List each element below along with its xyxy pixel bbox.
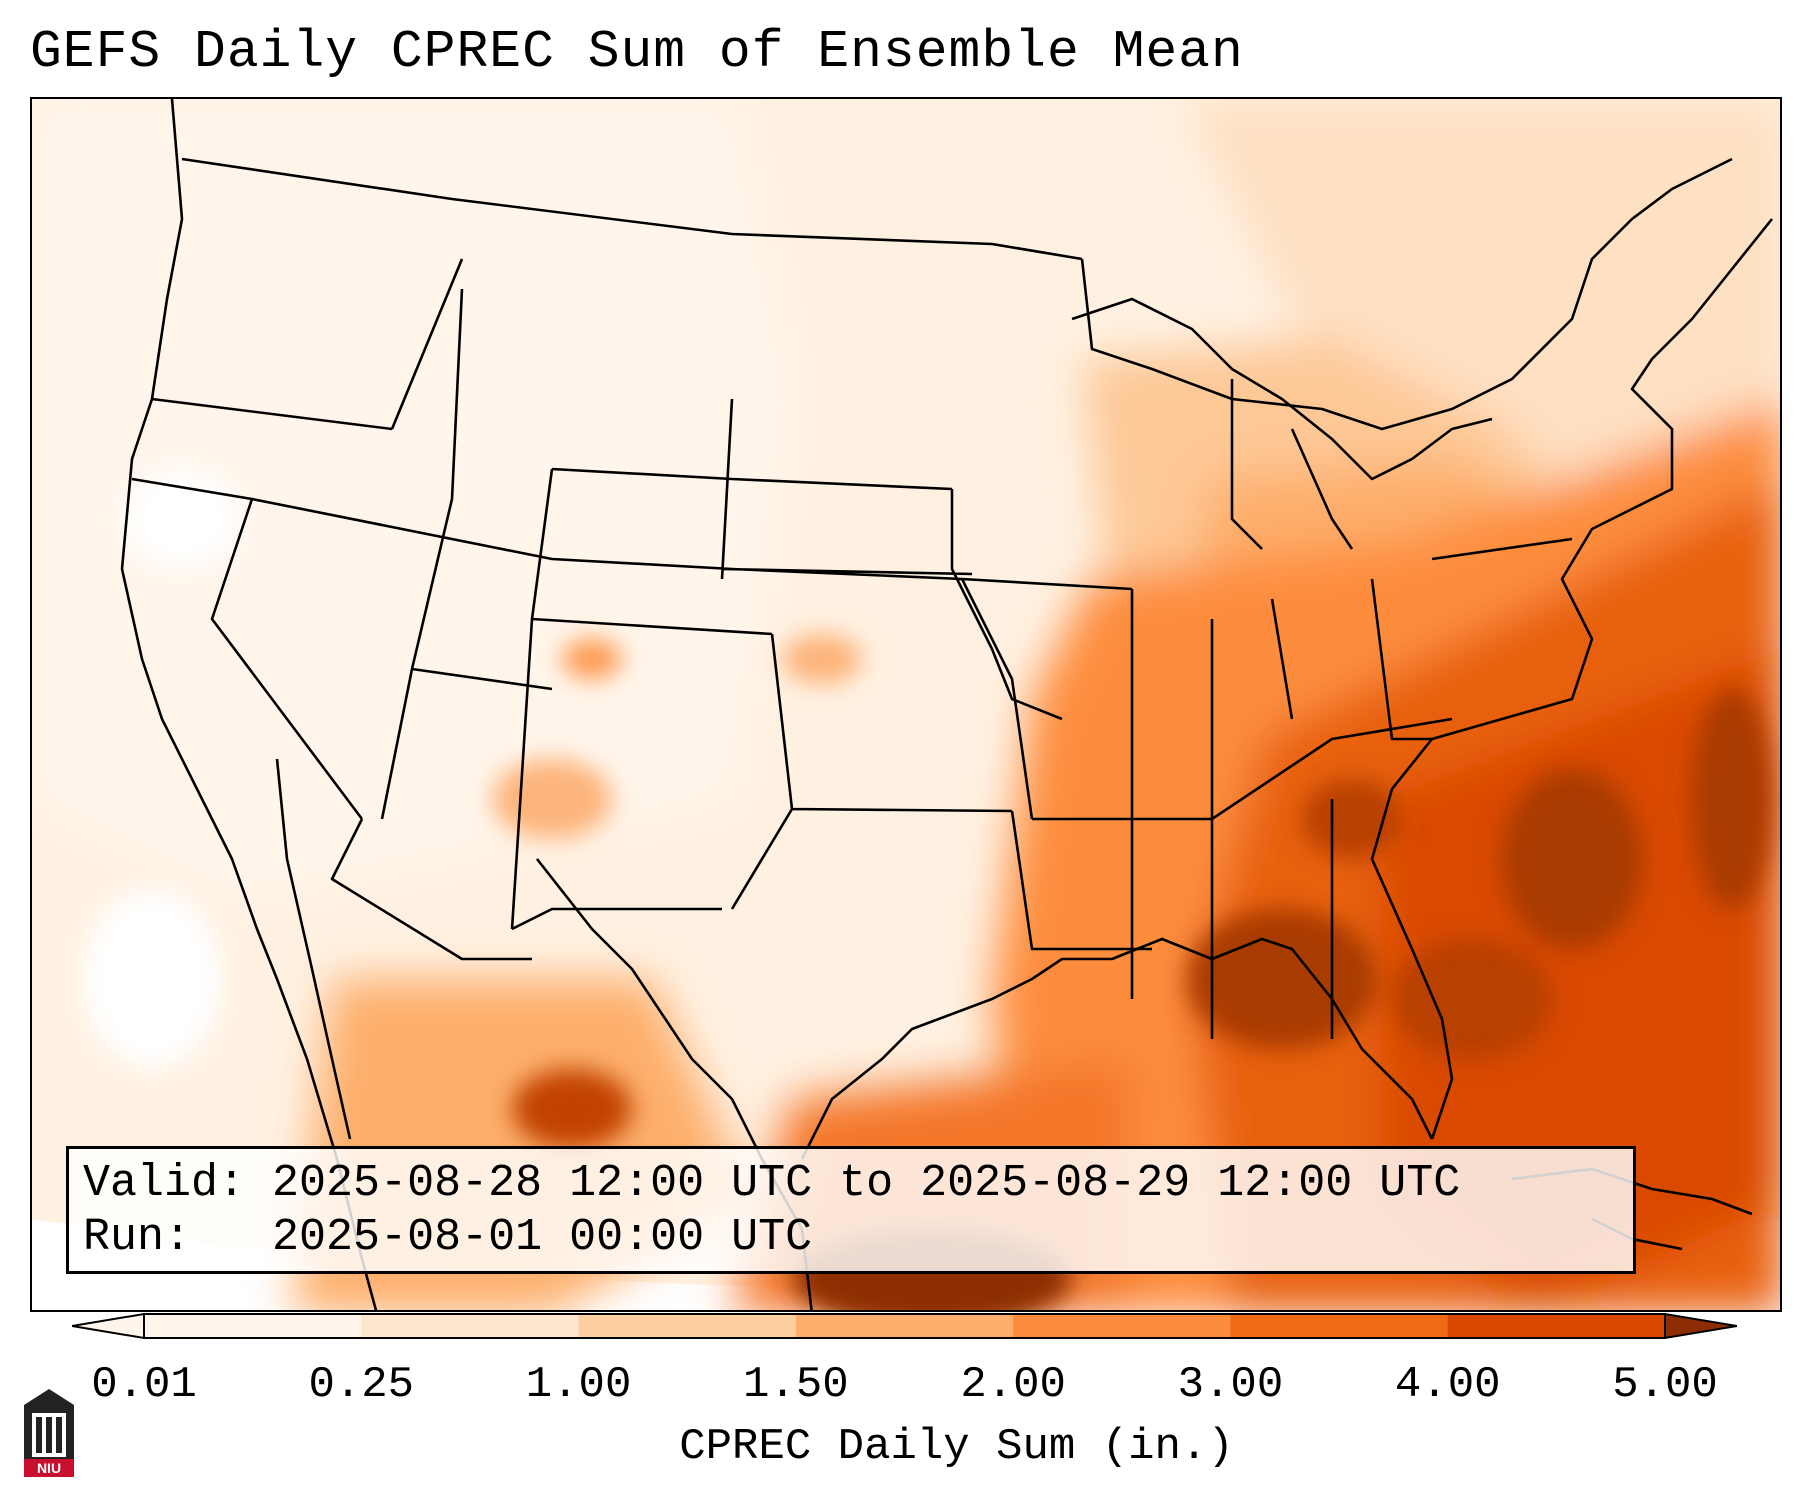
precip-field	[32, 99, 1780, 1310]
colorbar-tick-label: 5.00	[1612, 1360, 1718, 1410]
logo-banner	[24, 1459, 74, 1477]
colorbar-label: CPREC Daily Sum (in.)	[679, 1422, 1234, 1472]
baja-line	[275, 758, 352, 1140]
run-value: 2025-08-01 00:00 UTC	[272, 1212, 813, 1263]
map-canvas	[32, 99, 1780, 1310]
east-coast-line	[1370, 218, 1774, 1140]
colorbar-segment	[1447, 1314, 1666, 1338]
niu-logo: NIU	[24, 1389, 74, 1477]
colorbar-tick-label: 1.50	[743, 1360, 849, 1410]
state-lines	[131, 258, 1573, 1039]
map-title: GEFS Daily CPREC Sum of Ensemble Mean	[30, 22, 1244, 82]
info-box: Valid: 2025-08-28 12:00 UTC to 2025-08-2…	[66, 1146, 1636, 1274]
colorbar	[72, 1312, 1737, 1340]
colorbar-ticks: 0.01 0.25 1.00 1.50 2.00 3.00 4.00 5.00	[0, 1360, 1803, 1410]
valid-label: Valid:	[83, 1158, 246, 1209]
logo-text: NIU	[37, 1460, 61, 1476]
valid-value: 2025-08-28 12:00 UTC to 2025-08-29 12:00…	[272, 1158, 1461, 1209]
colorbar-tick-label: 4.00	[1394, 1360, 1501, 1410]
colorbar-outline	[143, 1313, 1666, 1339]
colorbar-tick-label: 2.00	[960, 1360, 1066, 1410]
colorbar-tick-label: 0.01	[91, 1360, 197, 1410]
run-label: Run:	[83, 1212, 192, 1263]
colorbar-max-extend	[1664, 1312, 1737, 1340]
colorbar-segment	[578, 1314, 797, 1338]
colorbar-segment	[795, 1314, 1014, 1338]
canada-border	[181, 157, 1083, 261]
west-coast-line	[120, 99, 378, 1310]
colorbar-tick-label: 3.00	[1177, 1360, 1284, 1410]
precipitation-map	[30, 97, 1782, 1312]
colorbar-segment	[1230, 1314, 1449, 1338]
great-lakes	[1071, 297, 1493, 550]
colorbar-segment	[361, 1314, 580, 1338]
colorbar-segment	[144, 1314, 362, 1338]
colorbar-tick-label: 1.00	[525, 1360, 632, 1410]
colorbar-segment	[1013, 1314, 1231, 1338]
colorbar-min-extend	[72, 1312, 145, 1340]
map-boundaries	[120, 99, 1774, 1310]
colorbar-tick-label: 0.25	[308, 1360, 415, 1410]
